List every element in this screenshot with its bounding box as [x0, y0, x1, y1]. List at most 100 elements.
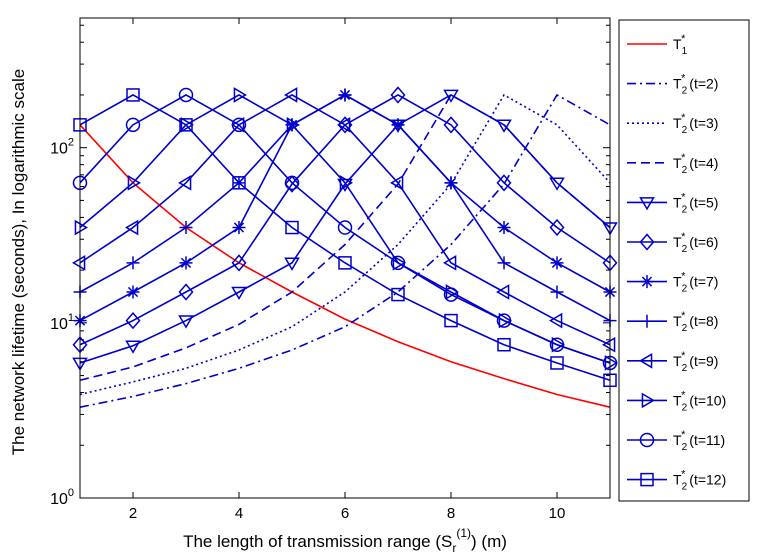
- legend-marker-2-t12: [640, 472, 654, 487]
- legend-label-2-t9: T2* (t=9): [673, 350, 718, 374]
- x-tick-label: 8: [447, 505, 455, 522]
- x-tick-label: 4: [235, 505, 243, 522]
- legend-marker-2-t6: [639, 233, 655, 251]
- data-point-2-t8: [550, 285, 564, 299]
- series-line-2-t2: [79, 93, 611, 408]
- data-point-2-t5: [125, 340, 141, 354]
- data-point-2-t6: [178, 283, 194, 301]
- data-point-2-t9: [72, 255, 86, 271]
- data-point-2-t11: [496, 313, 512, 328]
- legend-box: [618, 19, 750, 502]
- data-point-2-t10: [392, 255, 406, 271]
- data-point-2-t7: [232, 221, 246, 235]
- data-point-2-t9: [602, 336, 616, 353]
- series-line-2-t3: [79, 93, 611, 396]
- data-point-2-t6: [231, 254, 247, 272]
- legend-label-2-t4: T2* (t=4): [673, 152, 718, 176]
- data-point-2-t11: [125, 117, 141, 133]
- legend-label-1-base: T1*: [673, 33, 688, 57]
- data-point-2-t12: [338, 256, 352, 270]
- data-point-2-t7: [179, 256, 193, 270]
- y-tick-label: 101: [50, 312, 74, 333]
- legend-label-2-t2: T2* (t=2): [673, 73, 718, 97]
- data-point-2-t5: [443, 89, 459, 103]
- x-axis-label-sub: r: [452, 541, 456, 555]
- plot-frame: [79, 17, 611, 499]
- data-point-2-t7: [550, 256, 564, 270]
- series-line-2-t11: [79, 94, 611, 364]
- data-point-2-t11: [549, 337, 565, 352]
- x-axis-label-suffix: ) (m): [471, 532, 507, 551]
- series-layer: [72, 86, 618, 408]
- data-point-2-t7: [126, 285, 140, 299]
- data-point-2-t5: [496, 119, 512, 133]
- y-tick-labels: 100 101 102: [50, 137, 74, 508]
- legend-label-2-t5: T2* (t=5): [673, 191, 718, 215]
- data-point-2-t12: [285, 220, 299, 235]
- data-point-2-t6: [125, 311, 141, 330]
- data-point-2-t12: [391, 287, 405, 302]
- data-point-2-t12: [232, 176, 246, 190]
- legend-label-2-t6: T2* (t=6): [673, 231, 718, 255]
- series-line-1-base: [79, 124, 611, 408]
- data-point-2-t11: [178, 87, 194, 103]
- data-point-2-t5: [549, 177, 565, 191]
- data-point-2-t8: [497, 256, 511, 270]
- legend-label-2-t12: T2* (t=12): [673, 469, 726, 493]
- data-point-2-t12: [179, 118, 193, 132]
- data-point-2-t8: [179, 221, 193, 235]
- x-axis-label: The length of transmission range (Sr(1))…: [183, 526, 507, 555]
- x-tick-labels: 2 4 6 8 10: [129, 505, 566, 522]
- data-point-2-t6: [390, 86, 406, 104]
- x-tick-label: 2: [129, 505, 137, 522]
- data-point-2-t12: [126, 88, 140, 102]
- data-point-2-t6: [549, 218, 565, 237]
- data-point-2-t10: [180, 117, 194, 133]
- data-point-2-t5: [284, 257, 300, 271]
- data-point-2-t6: [443, 116, 459, 134]
- legend-marker-2-t10: [641, 392, 655, 409]
- legend-label-2-t8: T2* (t=8): [673, 310, 718, 334]
- legend: T1* T2* (t=2) T2* (t=3) T2* (t=4) T2* (t=5) T…: [627, 33, 726, 493]
- data-point-2-t10: [604, 355, 618, 371]
- data-point-2-t11: [337, 220, 353, 235]
- y-tick-label: 100: [50, 487, 74, 508]
- data-point-2-t12: [550, 356, 564, 370]
- legend-label-2-t10: T2* (t=10): [673, 389, 726, 413]
- series-line-2-t4: [79, 93, 611, 382]
- data-point-2-t7: [497, 221, 511, 235]
- data-point-2-t8: [126, 256, 140, 270]
- data-point-2-t9: [284, 87, 298, 103]
- legend-marker-2-t7: [640, 275, 654, 289]
- series-line-2-t12: [79, 94, 611, 382]
- data-point-2-t9: [496, 284, 510, 300]
- data-point-2-t12: [444, 313, 458, 328]
- data-point-2-t10: [498, 312, 512, 329]
- data-point-2-t10: [74, 219, 88, 236]
- data-point-2-t9: [231, 117, 245, 133]
- data-point-2-t9: [125, 219, 139, 236]
- data-point-2-t10: [233, 87, 247, 103]
- data-point-2-t11: [284, 175, 300, 191]
- legend-marker-2-t9: [639, 352, 653, 369]
- data-point-2-t8: [338, 88, 352, 102]
- data-point-2-t8: [444, 176, 458, 190]
- data-point-2-t10: [551, 336, 565, 353]
- legend-label-2-t11: T2* (t=11): [673, 429, 725, 453]
- data-point-2-t10: [127, 175, 141, 191]
- legend-marker-2-t8: [640, 314, 654, 328]
- data-point-2-t11: [443, 287, 459, 302]
- data-point-2-t8: [391, 118, 405, 132]
- data-point-2-t9: [549, 312, 563, 329]
- data-point-2-t5: [231, 286, 247, 300]
- data-point-2-t9: [178, 175, 192, 191]
- data-point-2-t9: [337, 117, 351, 133]
- data-point-2-t10: [339, 175, 353, 191]
- data-point-2-t11: [390, 255, 406, 271]
- y-axis-label: The network lifetime (seconds), In logar…: [9, 69, 28, 455]
- legend-marker-2-t11: [639, 432, 655, 448]
- x-axis-label-sup: (1): [456, 526, 471, 540]
- series-line-2-t9: [79, 94, 611, 346]
- data-point-2-t9: [443, 255, 457, 271]
